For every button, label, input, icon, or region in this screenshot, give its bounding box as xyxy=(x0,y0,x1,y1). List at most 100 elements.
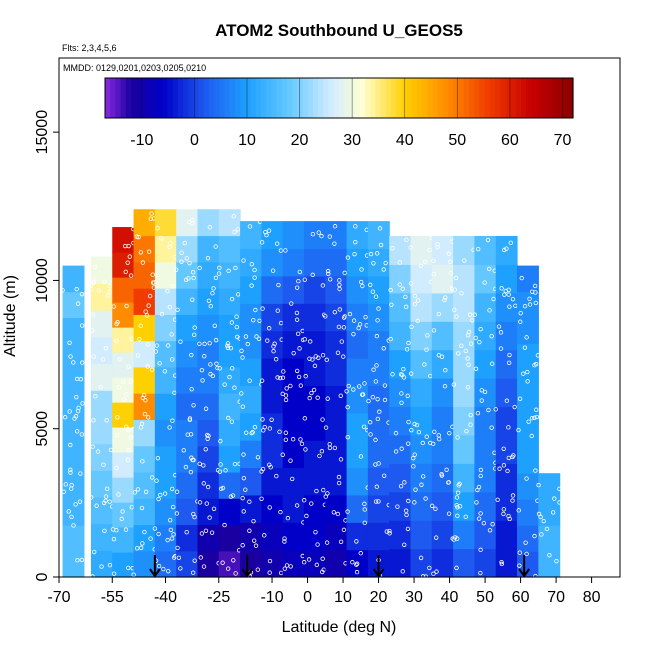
sample-marker xyxy=(126,447,131,453)
sample-marker xyxy=(150,272,155,277)
heatmap-column xyxy=(472,235,498,578)
heatmap-cell xyxy=(346,522,369,551)
heatmap-cell xyxy=(218,471,241,499)
heatmap-cell xyxy=(431,321,454,351)
colorbar-segment xyxy=(172,78,179,118)
colorbar-segment xyxy=(463,78,470,118)
heatmap-cell xyxy=(218,366,241,394)
sample-marker xyxy=(342,270,347,276)
sample-marker xyxy=(115,415,120,420)
heatmap-cell xyxy=(495,463,518,493)
heatmap-cell xyxy=(218,314,241,342)
sample-marker xyxy=(354,561,360,566)
sample-marker xyxy=(80,360,85,365)
sample-marker xyxy=(202,354,207,359)
sample-marker xyxy=(516,508,521,513)
sample-marker xyxy=(303,447,308,452)
sample-marker xyxy=(208,304,213,309)
sample-marker xyxy=(455,513,460,519)
sample-marker xyxy=(341,315,347,320)
sample-marker xyxy=(463,348,468,354)
sample-marker xyxy=(156,531,161,537)
sample-marker xyxy=(357,322,363,327)
colorbar-segment xyxy=(552,78,558,118)
heatmap-cell xyxy=(154,419,177,447)
sample-marker xyxy=(71,360,76,365)
sample-marker xyxy=(267,558,273,564)
sample-marker xyxy=(239,348,244,354)
sample-marker xyxy=(162,369,168,374)
heatmap-cell xyxy=(474,321,497,351)
heatmap-cell xyxy=(62,447,85,474)
colorbar-segment xyxy=(396,78,402,118)
sample-marker xyxy=(201,481,207,486)
sample-marker xyxy=(155,225,160,231)
sample-marker xyxy=(157,361,162,366)
heatmap-cell xyxy=(62,499,85,526)
sample-marker xyxy=(432,429,437,434)
heatmap-cell xyxy=(240,221,262,250)
heatmap-cell xyxy=(389,520,412,550)
heatmap-cell xyxy=(90,390,113,418)
heatmap-cell xyxy=(154,366,177,394)
sample-marker xyxy=(297,269,303,275)
heatmap-column xyxy=(259,221,284,578)
sample-marker xyxy=(557,500,562,505)
sample-marker xyxy=(414,422,420,428)
sample-marker xyxy=(218,438,223,444)
heatmap-cell xyxy=(389,235,412,265)
heatmap-cell xyxy=(453,235,476,265)
sample-marker xyxy=(290,476,295,482)
x-tick-label: -25 xyxy=(207,589,230,606)
sample-marker xyxy=(178,339,183,344)
heatmap-cell xyxy=(282,275,305,304)
sample-marker xyxy=(67,409,72,414)
sample-marker xyxy=(368,251,374,257)
colorbar-segment xyxy=(167,78,174,118)
sample-marker xyxy=(111,304,117,309)
sample-marker xyxy=(111,536,117,542)
sample-marker xyxy=(220,560,225,565)
sample-marker xyxy=(116,385,121,390)
sample-marker xyxy=(161,566,166,572)
sample-marker xyxy=(94,503,99,508)
heatmap-cell xyxy=(410,491,433,521)
sample-marker xyxy=(123,269,128,274)
sample-marker xyxy=(285,515,291,521)
heatmap-cell xyxy=(346,440,369,469)
sample-marker xyxy=(524,335,529,340)
sample-marker xyxy=(80,401,85,406)
sample-marker xyxy=(454,565,459,571)
sample-marker xyxy=(296,374,302,380)
colorbar-segment xyxy=(432,78,439,118)
sample-marker xyxy=(146,303,151,308)
heatmap-cell xyxy=(240,357,262,386)
colorbar-segment xyxy=(120,78,127,118)
sample-marker xyxy=(291,350,296,356)
sample-marker xyxy=(267,570,272,575)
heatmap-cell xyxy=(197,524,220,552)
sample-marker xyxy=(147,293,153,299)
heatmap-cell xyxy=(367,330,390,359)
sample-marker xyxy=(427,247,432,253)
sample-marker xyxy=(115,433,120,438)
colorbar-segment xyxy=(255,78,262,118)
heatmap-cell xyxy=(176,393,199,420)
sample-marker xyxy=(403,294,408,300)
sample-marker xyxy=(400,286,406,292)
sample-marker xyxy=(209,530,215,535)
x-tick-label: 70 xyxy=(547,589,565,606)
sample-marker xyxy=(489,425,494,430)
heatmap-cell xyxy=(325,248,348,277)
colorbar-segment xyxy=(526,78,532,118)
sample-marker xyxy=(473,335,478,341)
heatmap-cell xyxy=(453,434,476,464)
sample-marker xyxy=(189,386,194,392)
colorbar-segment xyxy=(515,78,522,118)
heatmap-cell xyxy=(410,434,433,464)
heatmap-cell xyxy=(303,275,326,304)
sample-marker xyxy=(243,334,249,339)
sample-marker xyxy=(294,285,300,290)
heatmap-cell xyxy=(325,522,348,551)
